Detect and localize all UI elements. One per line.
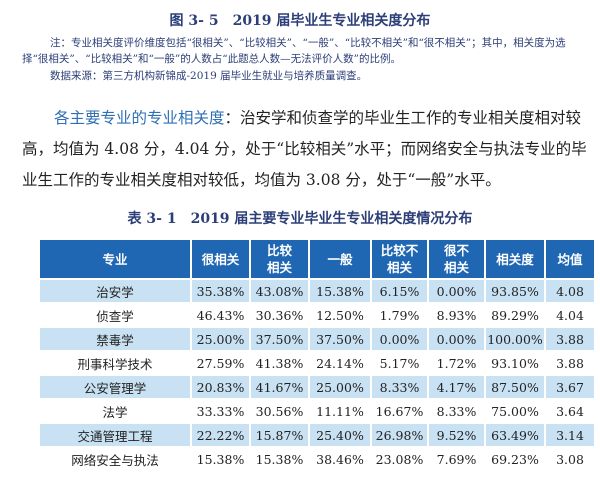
cell-very-relevant: 35.38% <box>192 280 249 302</box>
cell-very-relevant: 25.00% <box>192 328 249 350</box>
paragraph-body: ：治安学和侦查学的毕业生工作的专业相关度相对较高，均值为 4.08 分，4.04… <box>22 109 587 189</box>
cell-major: 交通管理工程 <box>40 424 190 446</box>
cell-relatively-irrelevant: 8.33% <box>372 376 427 398</box>
cell-average: 38.46% <box>310 448 370 470</box>
header-major: 专业 <box>40 240 190 278</box>
cell-average: 11.11% <box>310 400 370 422</box>
cell-relevance: 63.49% <box>486 424 544 446</box>
cell-relatively-relevant: 30.56% <box>251 400 308 422</box>
header-mean: 均值 <box>546 240 594 278</box>
cell-average: 37.50% <box>310 328 370 350</box>
cell-relatively-relevant: 37.50% <box>251 328 308 350</box>
cell-mean: 4.08 <box>546 280 594 302</box>
cell-relevance: 87.50% <box>486 376 544 398</box>
header-relatively-relevant-text: 比较相关 <box>266 243 292 275</box>
cell-relevance: 93.85% <box>486 280 544 302</box>
table-row: 侦查学 46.43% 30.36% 12.50% 1.79% 8.93% 89.29% 4.0… <box>40 304 594 326</box>
figure-note: 注：专业相关度评价维度包括“很相关”、“比较相关”、“一般”、“比较不相关”和“… <box>22 37 566 65</box>
table-row: 禁毒学 25.00% 37.50% 37.50% 0.00% 0.00% 100.00% 3.… <box>40 328 594 350</box>
cell-relatively-irrelevant: 6.15% <box>372 280 427 302</box>
cell-mean: 3.67 <box>546 376 594 398</box>
cell-relatively-relevant: 43.08% <box>251 280 308 302</box>
cell-very-relevant: 46.43% <box>192 304 249 326</box>
cell-average: 25.00% <box>310 376 370 398</box>
cell-very-relevant: 15.38% <box>192 448 249 470</box>
cell-major: 网络安全与执法 <box>40 448 190 470</box>
table-row: 公安管理学 20.83% 41.67% 25.00% 8.33% 4.17% 87.50% 3… <box>40 376 594 398</box>
cell-very-irrelevant: 8.33% <box>429 400 484 422</box>
cell-relatively-relevant: 41.67% <box>251 376 308 398</box>
paragraph-lead: 各主要专业的专业相关度 <box>54 109 225 127</box>
cell-relevance: 100.00% <box>486 328 544 350</box>
cell-relatively-relevant: 15.87% <box>251 424 308 446</box>
table-row: 治安学 35.38% 43.08% 15.38% 6.15% 0.00% 93.85% 4.0… <box>40 280 594 302</box>
cell-very-relevant: 33.33% <box>192 400 249 422</box>
cell-average: 25.40% <box>310 424 370 446</box>
cell-very-relevant: 22.22% <box>192 424 249 446</box>
cell-mean: 3.88 <box>546 328 594 350</box>
cell-relevance: 75.00% <box>486 400 544 422</box>
cell-major: 公安管理学 <box>40 376 190 398</box>
cell-very-irrelevant: 8.93% <box>429 304 484 326</box>
cell-relatively-irrelevant: 0.00% <box>372 328 427 350</box>
cell-relatively-relevant: 41.38% <box>251 352 308 374</box>
cell-relevance: 89.29% <box>486 304 544 326</box>
cell-relatively-irrelevant: 5.17% <box>372 352 427 374</box>
header-very-irrelevant: 很不相关 <box>429 240 484 278</box>
table-title: 表 3- 1 2019 届主要专业毕业生专业相关度情况分布 <box>127 211 473 227</box>
table-row: 交通管理工程 22.22% 15.87% 25.40% 26.98% 9.52% 63.49… <box>40 424 594 446</box>
header-relatively-irrelevant-text: 比较不相关 <box>380 243 419 275</box>
table-row: 刑事科学技术 27.59% 41.38% 24.14% 5.17% 1.72% 93.10%… <box>40 352 594 374</box>
summary-paragraph: 各主要专业的专业相关度：治安学和侦查学的毕业生工作的专业相关度相对较高，均值为 … <box>22 103 590 196</box>
cell-very-irrelevant: 4.17% <box>429 376 484 398</box>
cell-relatively-relevant: 30.36% <box>251 304 308 326</box>
cell-relatively-irrelevant: 16.67% <box>372 400 427 422</box>
cell-relevance: 93.10% <box>486 352 544 374</box>
header-very-relevant: 很相关 <box>192 240 249 278</box>
cell-mean: 3.88 <box>546 352 594 374</box>
cell-very-irrelevant: 0.00% <box>429 328 484 350</box>
header-relatively-relevant: 比较相关 <box>251 240 308 278</box>
table-row: 法学 33.33% 30.56% 11.11% 16.67% 8.33% 75.00% 3.6… <box>40 400 594 422</box>
cell-relevance: 69.23% <box>486 448 544 470</box>
cell-major: 法学 <box>40 400 190 422</box>
cell-very-irrelevant: 0.00% <box>429 280 484 302</box>
data-source-note: 数据来源：第三方机构新锦成-2019 届毕业生就业与培养质量调查。 <box>50 70 368 82</box>
cell-average: 12.50% <box>310 304 370 326</box>
cell-mean: 3.64 <box>546 400 594 422</box>
cell-very-irrelevant: 9.52% <box>429 424 484 446</box>
table-row: 网络安全与执法 15.38% 15.38% 38.46% 23.08% 7.69% 69.2… <box>40 448 594 470</box>
cell-major: 侦查学 <box>40 304 190 326</box>
cell-very-relevant: 20.83% <box>192 376 249 398</box>
cell-very-irrelevant: 7.69% <box>429 448 484 470</box>
cell-average: 15.38% <box>310 280 370 302</box>
cell-very-relevant: 27.59% <box>192 352 249 374</box>
cell-major: 刑事科学技术 <box>40 352 190 374</box>
header-relatively-irrelevant: 比较不相关 <box>372 240 427 278</box>
cell-major: 治安学 <box>40 280 190 302</box>
cell-very-irrelevant: 1.72% <box>429 352 484 374</box>
cell-relatively-irrelevant: 23.08% <box>372 448 427 470</box>
figure-title: 图 3- 5 2019 届毕业生专业相关度分布 <box>169 13 431 29</box>
cell-relatively-relevant: 15.38% <box>251 448 308 470</box>
header-very-irrelevant-text: 很不相关 <box>443 243 469 275</box>
cell-average: 24.14% <box>310 352 370 374</box>
cell-mean: 3.08 <box>546 448 594 470</box>
cell-major: 禁毒学 <box>40 328 190 350</box>
table-header-row: 专业 很相关 比较相关 一般 比较不相关 很不相关 相关度 均值 <box>40 240 594 278</box>
cell-relatively-irrelevant: 26.98% <box>372 424 427 446</box>
cell-relatively-irrelevant: 1.79% <box>372 304 427 326</box>
header-average: 一般 <box>310 240 370 278</box>
cell-mean: 4.04 <box>546 304 594 326</box>
major-relevance-table: 专业 很相关 比较相关 一般 比较不相关 很不相关 相关度 均值 治安学 35.3… <box>38 238 596 472</box>
header-relevance: 相关度 <box>486 240 544 278</box>
cell-mean: 3.14 <box>546 424 594 446</box>
table-body: 治安学 35.38% 43.08% 15.38% 6.15% 0.00% 93.85% 4.0… <box>40 280 594 470</box>
